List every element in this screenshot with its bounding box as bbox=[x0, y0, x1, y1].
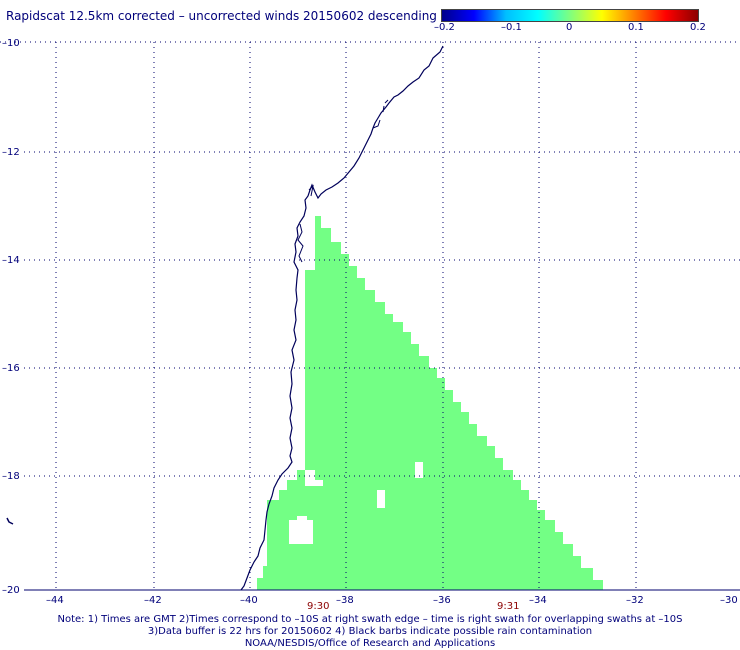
swath-gap bbox=[415, 462, 423, 478]
lat-label: –12 bbox=[2, 147, 20, 158]
colorbar-label: 0.2 bbox=[690, 22, 706, 33]
swath-region bbox=[257, 216, 603, 590]
lon-label: –32 bbox=[626, 595, 644, 606]
colorbar-label: –0.2 bbox=[434, 22, 455, 33]
note-line: 3)Data buffer is 22 hrs for 20150602 4) … bbox=[147, 626, 593, 637]
island-marker bbox=[6, 517, 14, 525]
lon-label: –38 bbox=[336, 595, 354, 606]
wind-swath bbox=[257, 216, 603, 590]
lat-label: –16 bbox=[2, 363, 20, 374]
lon-label: –30 bbox=[720, 595, 738, 606]
lon-label: –34 bbox=[529, 595, 547, 606]
colorbar-label: 0.1 bbox=[628, 22, 644, 33]
lon-label: –40 bbox=[240, 595, 258, 606]
lon-label: –36 bbox=[433, 595, 451, 606]
colorbar-label: –0.1 bbox=[501, 22, 522, 33]
note-line: Note: 1) Times are GMT 2)Times correspon… bbox=[57, 614, 683, 625]
swath-gap bbox=[377, 490, 385, 508]
colorbar bbox=[441, 9, 699, 22]
lon-label: –44 bbox=[46, 595, 64, 606]
lat-label: –18 bbox=[2, 471, 20, 482]
swath-gap bbox=[297, 516, 307, 524]
map-canvas: –10 –12 –14 –16 –18 –20 –44 –42 –40 –38 … bbox=[0, 38, 740, 612]
lat-label: –20 bbox=[2, 585, 20, 596]
lat-label: –10 bbox=[2, 38, 20, 49]
colorbar-label: 0 bbox=[566, 22, 573, 33]
note-line: NOAA/NESDIS/Office of Research and Appli… bbox=[244, 638, 496, 649]
coastline-detail bbox=[297, 99, 389, 263]
time-label: 9:30 bbox=[307, 601, 329, 612]
footnotes: Note: 1) Times are GMT 2)Times correspon… bbox=[0, 614, 740, 650]
swath-gap bbox=[305, 480, 323, 486]
swath-gaps bbox=[289, 462, 423, 544]
lat-label: –14 bbox=[2, 255, 20, 266]
lon-label: –42 bbox=[144, 595, 162, 606]
swath-gap bbox=[305, 470, 315, 480]
coastline bbox=[240, 45, 444, 591]
map-title: Rapidscat 12.5km corrected – uncorrected… bbox=[6, 9, 437, 23]
time-label: 9:31 bbox=[497, 601, 519, 612]
